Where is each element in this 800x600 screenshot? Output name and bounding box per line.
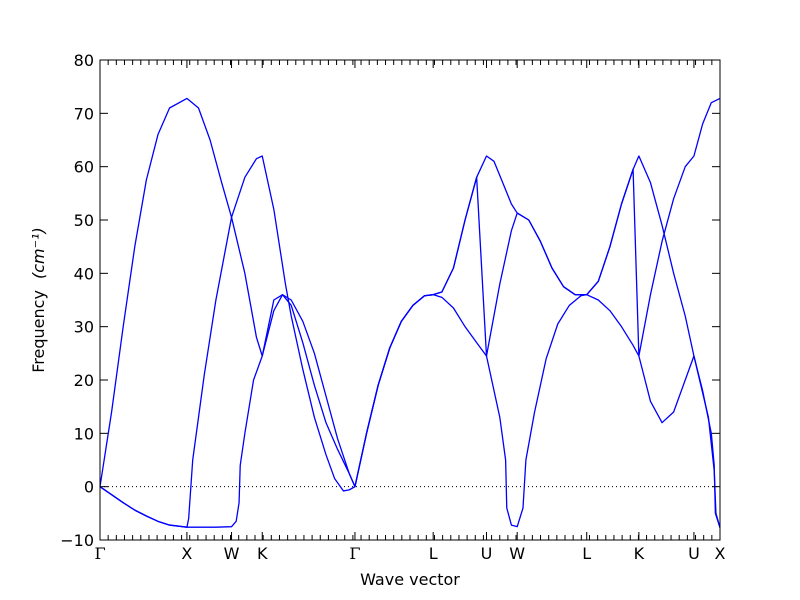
y-tick-label: 80 [74, 51, 94, 70]
x-tick-label: Γ [94, 544, 105, 563]
y-axis-label: Frequency (cm⁻¹) [29, 227, 48, 372]
x-tick-label: Γ [349, 544, 360, 563]
series-line-1 [99, 97, 721, 528]
x-tick-label: U [688, 544, 700, 563]
series-line-3 [99, 97, 721, 528]
y-tick-label: 50 [74, 211, 94, 230]
series-line-2 [99, 155, 721, 528]
x-axis-label: Wave vector [360, 570, 460, 589]
y-axis: −10 0 10 20 30 40 50 60 70 80 [60, 51, 720, 550]
x-tick-label: X [181, 544, 192, 563]
y-axis-label-text: Frequency [29, 290, 48, 373]
y-tick-label: 20 [74, 371, 94, 390]
x-tick-label: L [582, 544, 591, 563]
x-tick-label: X [715, 544, 726, 563]
y-tick-label: 30 [74, 318, 94, 337]
y-tick-label: 70 [74, 104, 94, 123]
y-tick-label: 60 [74, 158, 94, 177]
x-tick-label: W [509, 544, 525, 563]
x-tick-label: K [634, 544, 645, 563]
x-tick-label: U [481, 544, 493, 563]
x-tick-label: K [257, 544, 268, 563]
plot-frame [99, 59, 721, 541]
x-tick-label: L [429, 544, 438, 563]
y-tick-label: −10 [60, 531, 94, 550]
y-tick-label: 0 [84, 478, 94, 497]
y-axis-label-unit: (cm⁻¹) [29, 227, 48, 279]
y-tick-label: 10 [74, 424, 94, 443]
x-tick-label: W [224, 544, 240, 563]
plot-area [99, 97, 721, 528]
y-tick-label: 40 [74, 264, 94, 283]
